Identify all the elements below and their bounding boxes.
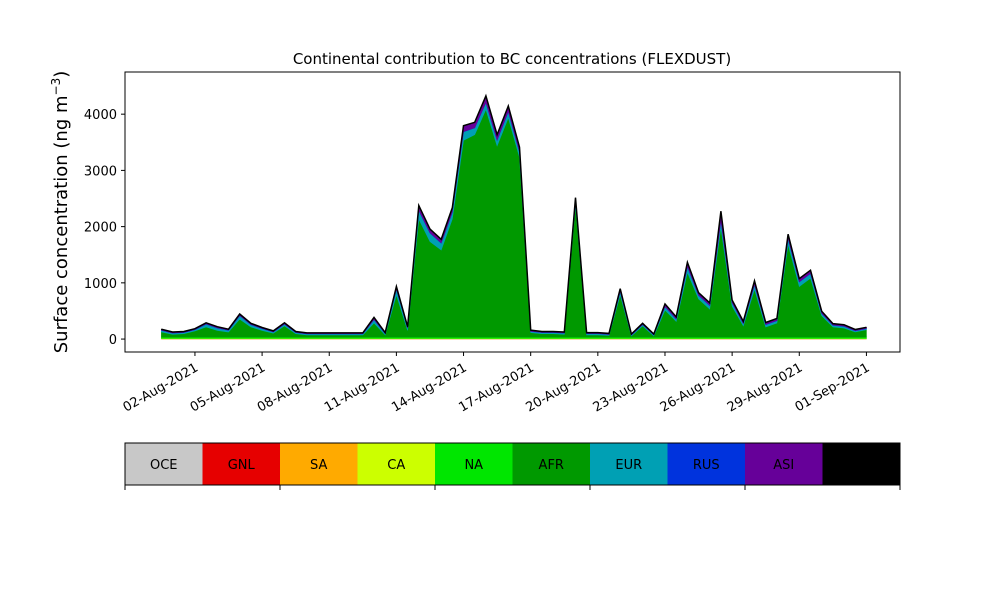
legend-swatch-asi xyxy=(745,443,823,485)
chart-title: Continental contribution to BC concentra… xyxy=(293,50,731,68)
y-tick-label: 0 xyxy=(109,333,117,348)
legend-swatch-rus xyxy=(667,443,745,485)
y-axis: 0 1000 2000 3000 4000 xyxy=(84,108,125,348)
legend-label-afr: AFR xyxy=(539,458,564,473)
y-axis-label-main: Surface concentration (ng m xyxy=(51,95,72,353)
legend-swatch-oce xyxy=(125,443,203,485)
y-tick-label: 3000 xyxy=(84,164,117,179)
y-tick-label: 4000 xyxy=(84,108,117,123)
legend-swatch-ca xyxy=(357,443,435,485)
legend-label-oce: OCE xyxy=(150,458,178,473)
y-axis-label: Surface concentration (ng m−3) xyxy=(49,71,72,354)
legend-frame xyxy=(124,442,901,486)
legend-label-aus: AUS xyxy=(848,458,875,473)
legend-label-rus: RUS xyxy=(693,458,720,473)
series-areas xyxy=(161,93,867,340)
legend-label-sa: SA xyxy=(310,458,327,473)
legend-swatch-eur xyxy=(590,443,668,485)
plot-frame xyxy=(124,71,901,353)
total-outline xyxy=(161,93,867,336)
legend-swatch-sa xyxy=(280,443,358,485)
legend-swatch-gnl xyxy=(202,443,280,485)
legend-swatch-afr xyxy=(512,443,590,485)
legend-colorbar: OCE GNL SA CA NA AFR EUR RUS ASI AUS xyxy=(124,442,901,490)
y-axis-label-close: ) xyxy=(51,71,72,78)
legend-swatch-aus xyxy=(822,443,900,485)
legend-label-na: NA xyxy=(464,458,483,473)
plot-area xyxy=(124,71,901,353)
y-tick-label: 2000 xyxy=(84,221,117,236)
y-tick-label: 1000 xyxy=(84,277,117,292)
legend-label-eur: EUR xyxy=(615,458,642,473)
y-axis-label-exponent: −3 xyxy=(49,78,63,96)
legend-swatch-na xyxy=(435,443,513,485)
legend-label-ca: CA xyxy=(387,458,405,473)
legend-label-gnl: GNL xyxy=(228,458,256,473)
legend-label-asi: ASI xyxy=(773,458,794,473)
